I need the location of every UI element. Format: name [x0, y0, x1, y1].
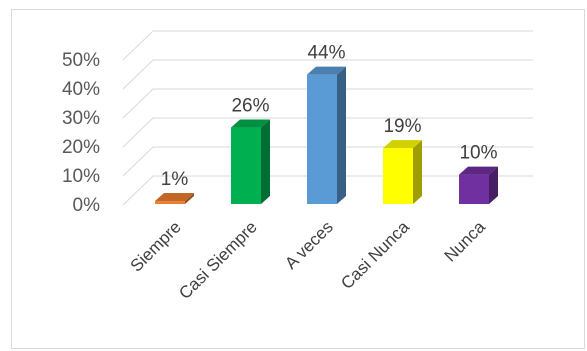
- y-tick-label: 20%: [62, 137, 100, 158]
- bar-side: [185, 193, 194, 204]
- category-label: A veces: [281, 217, 337, 273]
- data-label: 26%: [231, 96, 269, 117]
- bar-front: [459, 174, 489, 204]
- gridline: [122, 30, 533, 61]
- data-label: 10%: [459, 143, 497, 164]
- bar-casi-nunca: [383, 140, 422, 204]
- bars: [155, 66, 498, 204]
- category-label: Nunca: [441, 217, 490, 266]
- y-tick-label: 50%: [62, 50, 100, 71]
- bar-top: [459, 166, 498, 175]
- bar-front: [307, 74, 337, 204]
- bar-nunca: [459, 166, 498, 204]
- bar-top: [155, 193, 194, 202]
- category-label: Casi Nunca: [337, 217, 413, 293]
- bar-top: [307, 66, 346, 75]
- data-labels: 1% 26% 44% 19% 10%: [161, 43, 498, 190]
- data-label: 44%: [307, 43, 345, 64]
- y-axis-ticks: 0% 10% 20% 30% 40% 50%: [62, 50, 100, 216]
- gridline: [122, 59, 533, 90]
- bar-top: [231, 119, 270, 128]
- bar-front: [155, 201, 185, 204]
- bar-top: [383, 140, 422, 149]
- bar-side: [489, 166, 498, 204]
- category-label: Casi Siempre: [175, 217, 261, 303]
- bar-casi-siempre: [231, 119, 270, 204]
- y-tick-label: 0%: [73, 195, 101, 216]
- bar-a-veces: [307, 66, 346, 204]
- gridline: [122, 88, 533, 119]
- y-tick-label: 30%: [62, 108, 100, 129]
- category-label: Siempre: [127, 217, 185, 275]
- bar-siempre: [155, 193, 194, 204]
- bar-side: [337, 66, 346, 204]
- data-label: 19%: [383, 116, 421, 137]
- bar-front: [383, 148, 413, 204]
- gridline: [122, 117, 533, 148]
- bar-front: [231, 127, 261, 204]
- bar-side: [413, 140, 422, 204]
- bar-side: [261, 119, 270, 204]
- y-tick-label: 40%: [62, 79, 100, 100]
- data-label: 1%: [161, 169, 189, 190]
- y-tick-label: 10%: [62, 166, 100, 187]
